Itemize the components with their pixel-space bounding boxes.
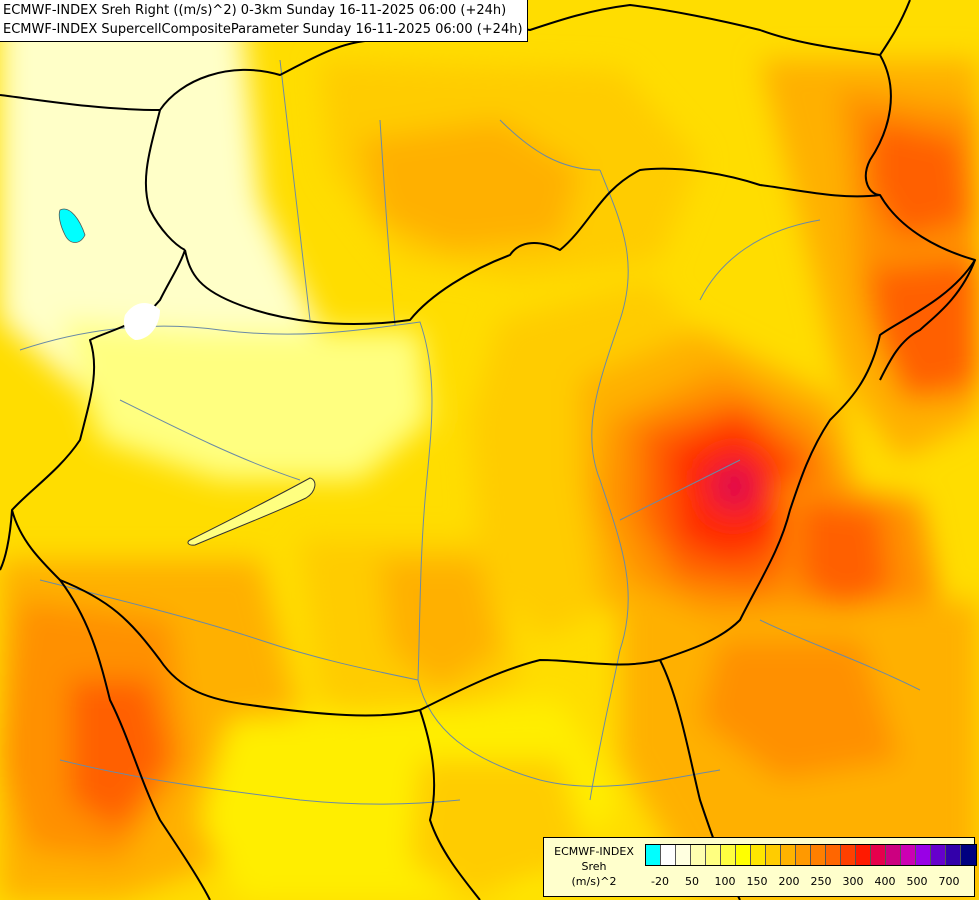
- legend-title-unit: (m/s)^2: [571, 875, 617, 888]
- legend-swatch-19: [931, 845, 946, 865]
- legend-title-param: Sreh: [581, 860, 607, 873]
- field-region-orange-3: [360, 120, 580, 250]
- legend-swatch-16: [886, 845, 901, 865]
- legend-swatch-2: [676, 845, 691, 865]
- river-drava: [39, 579, 419, 681]
- legend-swatch-17: [901, 845, 916, 865]
- legend-tick-5: 250: [810, 875, 832, 888]
- field-region-red-orange-18: [70, 680, 170, 830]
- legend-swatch-14: [856, 845, 871, 865]
- lake-balaton: [187, 477, 316, 546]
- legend-swatch-3: [691, 845, 706, 865]
- border-east: [879, 259, 976, 381]
- border-croatia-bosnia: [59, 579, 211, 900]
- legend-swatch-13: [841, 845, 856, 865]
- map-title-box: ECMWF-INDEX Sreh Right ((m/s)^2) 0-3km S…: [0, 0, 528, 42]
- legend-swatch-11: [811, 845, 826, 865]
- field-region-dark-orange-22: [700, 640, 900, 780]
- legend-swatches: [645, 844, 977, 866]
- legend-swatch-7: [751, 845, 766, 865]
- legend-swatch-21: [961, 845, 976, 865]
- legend-swatch-18: [916, 845, 931, 865]
- river-mures: [619, 459, 741, 521]
- legend-swatch-9: [781, 845, 796, 865]
- river-minor-3: [499, 119, 601, 171]
- title-line-sreh: ECMWF-INDEX Sreh Right ((m/s)^2) 0-3km S…: [3, 3, 507, 18]
- legend-tick-8: 500: [906, 875, 928, 888]
- legend-swatch-15: [871, 845, 886, 865]
- white-patch: [123, 303, 160, 340]
- legend-swatch-5: [721, 845, 736, 865]
- legend-tick-7: 400: [874, 875, 896, 888]
- color-legend: ECMWF-INDEX Sreh (m/s)^2 -20 50 100 150 200 2…: [543, 837, 977, 897]
- legend-swatch-10: [796, 845, 811, 865]
- river-hron: [379, 119, 396, 326]
- border-slovenia: [0, 509, 13, 571]
- legend-tick-3: 150: [746, 875, 768, 888]
- title-line-scp: ECMWF-INDEX SupercellCompositeParameter …: [3, 22, 523, 37]
- border-romania-ukraine: [864, 54, 892, 196]
- river-danube: [19, 321, 721, 787]
- legend-title-model: ECMWF-INDEX: [554, 845, 634, 858]
- legend-swatch-8: [766, 845, 781, 865]
- river-sava: [59, 759, 461, 805]
- field-region-red-orange-15: [800, 500, 890, 610]
- field-region-light-1: [60, 320, 430, 480]
- border-south-serbia: [419, 709, 481, 900]
- legend-swatch-20: [946, 845, 961, 865]
- lake-neusiedl: [58, 208, 86, 243]
- river-tisza: [589, 169, 629, 801]
- legend-title: ECMWF-INDEX Sreh (m/s)^2: [548, 844, 640, 889]
- legend-tick-9: 700: [938, 875, 960, 888]
- legend-swatch-4: [706, 845, 721, 865]
- river-olt: [759, 619, 921, 691]
- legend-swatch-6: [736, 845, 751, 865]
- legend-tick-4: 200: [778, 875, 800, 888]
- field-region-red-orange-13: [870, 260, 979, 400]
- river-vah: [279, 59, 311, 321]
- legend-swatch-1: [661, 845, 676, 865]
- border-hungary: [11, 167, 976, 717]
- legend-tick-1: 50: [685, 875, 699, 888]
- lakes: [58, 208, 316, 546]
- legend-tick-6: 300: [842, 875, 864, 888]
- river-minor-2: [699, 219, 821, 301]
- field-region-red-orange-12: [870, 120, 970, 240]
- legend-swatch-0: [646, 845, 661, 865]
- legend-tick-0: -20: [651, 875, 669, 888]
- rivers: [19, 59, 921, 805]
- legend-tick-2: 100: [714, 875, 736, 888]
- river-minor-1: [119, 399, 301, 481]
- field-region-crimson-9: [710, 458, 760, 512]
- field-region-orange-20: [380, 560, 500, 690]
- border-austria-slovakia: [144, 109, 186, 251]
- legend-swatch-12: [826, 845, 841, 865]
